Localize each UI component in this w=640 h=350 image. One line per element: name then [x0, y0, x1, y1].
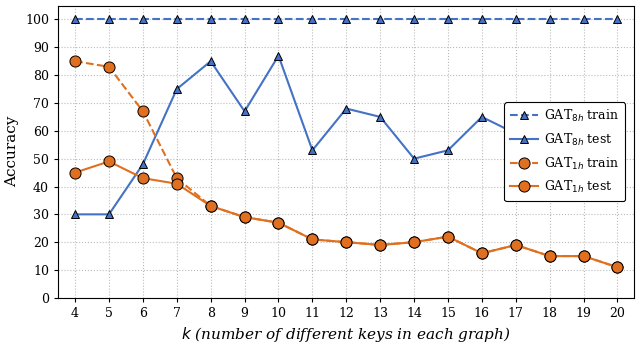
GAT$_{1h}$ train	[241, 215, 248, 219]
GAT$_{8h}$ train	[308, 18, 316, 22]
GAT$_{8h}$ test	[207, 59, 214, 63]
GAT$_{8h}$ train	[105, 18, 113, 22]
GAT$_{8h}$ train	[444, 18, 452, 22]
GAT$_{8h}$ train	[275, 18, 282, 22]
GAT$_{1h}$ train	[139, 109, 147, 113]
GAT$_{1h}$ train	[546, 254, 554, 258]
Line: GAT$_{8h}$ train: GAT$_{8h}$ train	[71, 15, 621, 24]
GAT$_{8h}$ train	[478, 18, 486, 22]
GAT$_{8h}$ test	[580, 176, 588, 180]
GAT$_{1h}$ train	[444, 234, 452, 239]
GAT$_{8h}$ train	[71, 18, 79, 22]
GAT$_{1h}$ test	[614, 265, 621, 270]
GAT$_{1h}$ test	[105, 159, 113, 163]
GAT$_{1h}$ train	[342, 240, 350, 244]
GAT$_{1h}$ test	[71, 170, 79, 175]
GAT$_{1h}$ test	[275, 220, 282, 225]
GAT$_{8h}$ train	[342, 18, 350, 22]
GAT$_{8h}$ test	[342, 106, 350, 111]
GAT$_{8h}$ train	[139, 18, 147, 22]
GAT$_{8h}$ test	[241, 109, 248, 113]
GAT$_{1h}$ test	[512, 243, 520, 247]
GAT$_{8h}$ train	[173, 18, 180, 22]
GAT$_{1h}$ train	[105, 65, 113, 69]
GAT$_{8h}$ train	[580, 18, 588, 22]
GAT$_{8h}$ train	[614, 18, 621, 22]
GAT$_{1h}$ train	[512, 243, 520, 247]
GAT$_{8h}$ test	[275, 54, 282, 58]
GAT$_{8h}$ test	[71, 212, 79, 216]
GAT$_{1h}$ test	[410, 240, 418, 244]
GAT$_{1h}$ train	[410, 240, 418, 244]
GAT$_{8h}$ train	[376, 18, 384, 22]
GAT$_{1h}$ test	[308, 237, 316, 241]
GAT$_{1h}$ test	[376, 243, 384, 247]
GAT$_{8h}$ test	[376, 115, 384, 119]
GAT$_{8h}$ test	[410, 156, 418, 161]
GAT$_{1h}$ train	[207, 204, 214, 208]
GAT$_{8h}$ train	[546, 18, 554, 22]
Y-axis label: Accuracy: Accuracy	[6, 116, 20, 187]
GAT$_{1h}$ test	[241, 215, 248, 219]
GAT$_{1h}$ train	[478, 251, 486, 256]
GAT$_{1h}$ train	[71, 59, 79, 63]
GAT$_{1h}$ train	[580, 254, 588, 258]
GAT$_{8h}$ test	[546, 148, 554, 152]
GAT$_{8h}$ test	[173, 87, 180, 91]
GAT$_{1h}$ test	[342, 240, 350, 244]
GAT$_{8h}$ test	[308, 148, 316, 152]
Line: GAT$_{8h}$ test: GAT$_{8h}$ test	[71, 51, 621, 218]
Legend: GAT$_{8h}$ train, GAT$_{8h}$ test, GAT$_{1h}$ train, GAT$_{1h}$ test: GAT$_{8h}$ train, GAT$_{8h}$ test, GAT$_…	[504, 102, 625, 201]
GAT$_{8h}$ test	[444, 148, 452, 152]
Line: GAT$_{1h}$ train: GAT$_{1h}$ train	[70, 56, 623, 273]
GAT$_{8h}$ test	[614, 179, 621, 183]
GAT$_{1h}$ test	[207, 204, 214, 208]
GAT$_{1h}$ train	[614, 265, 621, 270]
GAT$_{1h}$ train	[275, 220, 282, 225]
GAT$_{1h}$ test	[546, 254, 554, 258]
GAT$_{1h}$ train	[308, 237, 316, 241]
GAT$_{8h}$ test	[478, 115, 486, 119]
GAT$_{8h}$ test	[105, 212, 113, 216]
GAT$_{1h}$ train	[376, 243, 384, 247]
GAT$_{1h}$ train	[173, 176, 180, 180]
GAT$_{8h}$ train	[207, 18, 214, 22]
GAT$_{8h}$ test	[139, 162, 147, 166]
X-axis label: $k$ (number of different keys in each graph): $k$ (number of different keys in each gr…	[181, 326, 511, 344]
Line: GAT$_{1h}$ test: GAT$_{1h}$ test	[70, 156, 623, 273]
GAT$_{1h}$ test	[173, 182, 180, 186]
GAT$_{1h}$ test	[478, 251, 486, 256]
GAT$_{8h}$ train	[410, 18, 418, 22]
GAT$_{1h}$ test	[580, 254, 588, 258]
GAT$_{1h}$ test	[444, 234, 452, 239]
GAT$_{8h}$ train	[512, 18, 520, 22]
GAT$_{8h}$ test	[512, 132, 520, 136]
GAT$_{1h}$ test	[139, 176, 147, 180]
GAT$_{8h}$ train	[241, 18, 248, 22]
